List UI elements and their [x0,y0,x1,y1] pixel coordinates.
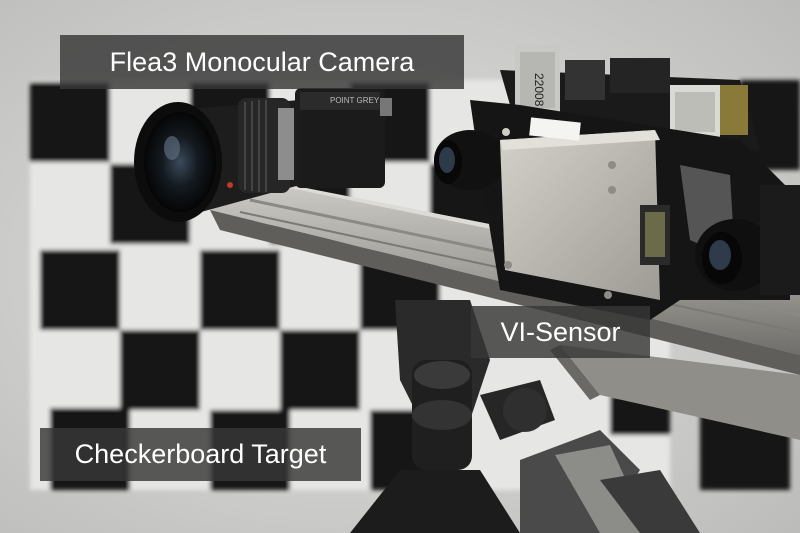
board-serial-text: 22008 [532,73,546,107]
camera-brand-text: POINT GREY [330,96,380,105]
checkerboard-target-label: Checkerboard Target [40,428,361,481]
flea3-camera-label: Flea3 Monocular Camera [60,35,464,89]
flea3-camera: POINT GREY [134,88,392,222]
tripod [350,300,700,533]
vi-sensor-label: VI-Sensor [471,306,650,358]
vi-sensor: 22008 [434,45,800,320]
